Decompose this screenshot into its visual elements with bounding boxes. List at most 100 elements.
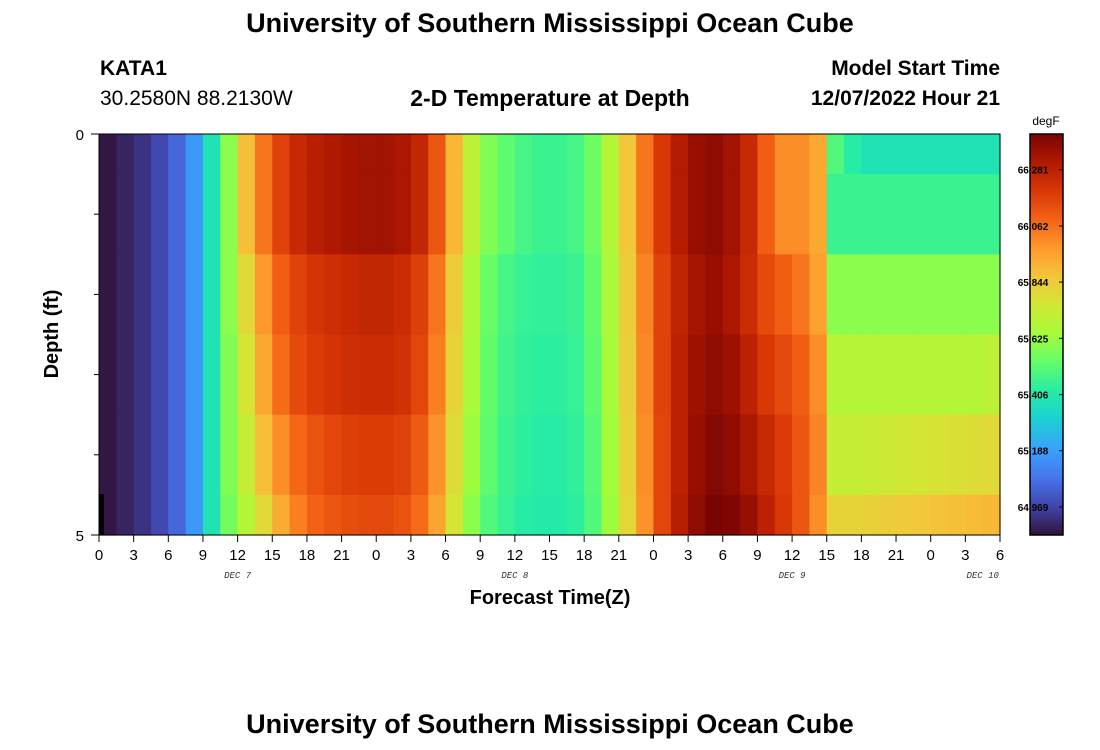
heatmap-cell [324,134,343,175]
heatmap-cell [462,414,481,496]
heatmap-cell [532,134,551,175]
heatmap-cell [601,494,620,536]
heatmap-cell [982,174,1001,255]
heatmap-cell [826,494,845,536]
heatmap-cell [202,414,221,496]
heatmap-cell [982,134,1001,175]
heatmap-cell [185,494,204,536]
heatmap-cell [792,494,811,536]
heatmap-cell [549,494,568,536]
heatmap-cell [878,414,897,496]
heatmap-cell [584,494,603,536]
heatmap-cell [99,414,117,496]
heatmap-cell [722,334,741,416]
heatmap-cell [601,134,620,175]
heatmap-cell [410,334,429,416]
heatmap-cell [254,254,273,336]
heatmap-cell [566,254,585,336]
heatmap-cell [376,174,395,255]
heatmap-cell [376,254,395,336]
heatmap-cell [670,174,689,255]
heatmap-cell [670,334,689,416]
heatmap-cell [116,334,135,416]
heatmap-cell [722,494,741,536]
heatmap-cell [965,174,984,255]
day-label: DEC 8 [501,571,529,581]
heatmap-cell [99,334,117,416]
heatmap-cell [254,494,273,536]
heatmap-cell [462,174,481,255]
heatmap-cell [133,134,152,175]
heatmap-cell [930,174,949,255]
heatmap-cell [116,254,135,336]
heatmap-cell [168,174,187,255]
heatmap-cell [410,134,429,175]
heatmap-cell [948,494,966,536]
x-tick-label: 0 [649,547,657,564]
heatmap-cell [584,174,603,255]
heatmap-cell [844,134,862,175]
heatmap-cell [757,494,776,536]
heatmap-cell [289,254,308,336]
colorbar-label: 66.062 [1018,222,1049,233]
depth-marker [99,494,104,535]
heatmap-cell [410,174,429,255]
heatmap-cell [133,174,152,255]
heatmap-cell [254,174,273,255]
x-tick-label: 21 [610,547,627,564]
colorbar-label: 65.625 [1018,334,1049,345]
heatmap-cell [844,334,862,416]
heatmap-cell [774,134,793,175]
heatmap-cell [774,414,793,496]
heatmap-cell [896,174,914,255]
heatmap-cell [202,134,221,175]
x-tick-label: 3 [129,547,137,564]
heatmap-cell [185,254,204,336]
heatmap-cell [861,334,880,416]
heatmap-cell [341,494,360,536]
x-tick-label: 9 [753,547,761,564]
heatmap-cell [462,334,481,416]
heatmap-cell [497,334,516,416]
heatmap-cell [722,414,741,496]
heatmap-cell [514,334,533,416]
model-start-label: Model Start Time [831,57,1000,80]
heatmap-cell [549,174,568,255]
heatmap-cell [393,174,412,255]
heatmap-cell [497,414,516,496]
heatmap-cell [497,254,516,336]
heatmap-cell [965,254,984,336]
heatmap-cells [99,134,1001,536]
station-coordinates: 30.2580N 88.2130W [100,87,293,110]
heatmap-cell [237,134,256,175]
heatmap-cell [826,134,845,175]
heatmap-cell [341,254,360,336]
x-axis-title: Forecast Time(Z) [470,587,631,609]
heatmap-cell [133,334,152,416]
heatmap-cell [740,174,759,255]
x-tick-label: 12 [507,547,524,564]
heatmap-cell [150,134,169,175]
heatmap-cell [670,134,689,175]
heatmap-cell [878,134,897,175]
heatmap-cell [393,134,412,175]
heatmap-cell [480,254,499,336]
heatmap-cell [861,414,880,496]
heatmap-cell [99,134,117,175]
heatmap-cell [809,254,828,336]
heatmap-cell [757,334,776,416]
heatmap-cell [774,494,793,536]
heatmap-cell [272,174,291,255]
heatmap-cell [792,414,811,496]
heatmap-cell [982,254,1001,336]
heatmap-cell [844,254,862,336]
heatmap-cell [376,414,395,496]
x-tick-label: 18 [853,547,870,564]
heatmap-cell [99,254,117,336]
heatmap-cell [688,174,707,255]
heatmap-cell [774,254,793,336]
heatmap-cell [618,414,637,496]
heatmap-cell [289,134,308,175]
x-tick-label: 12 [229,547,246,564]
colorbar-label: 65.406 [1018,391,1049,402]
